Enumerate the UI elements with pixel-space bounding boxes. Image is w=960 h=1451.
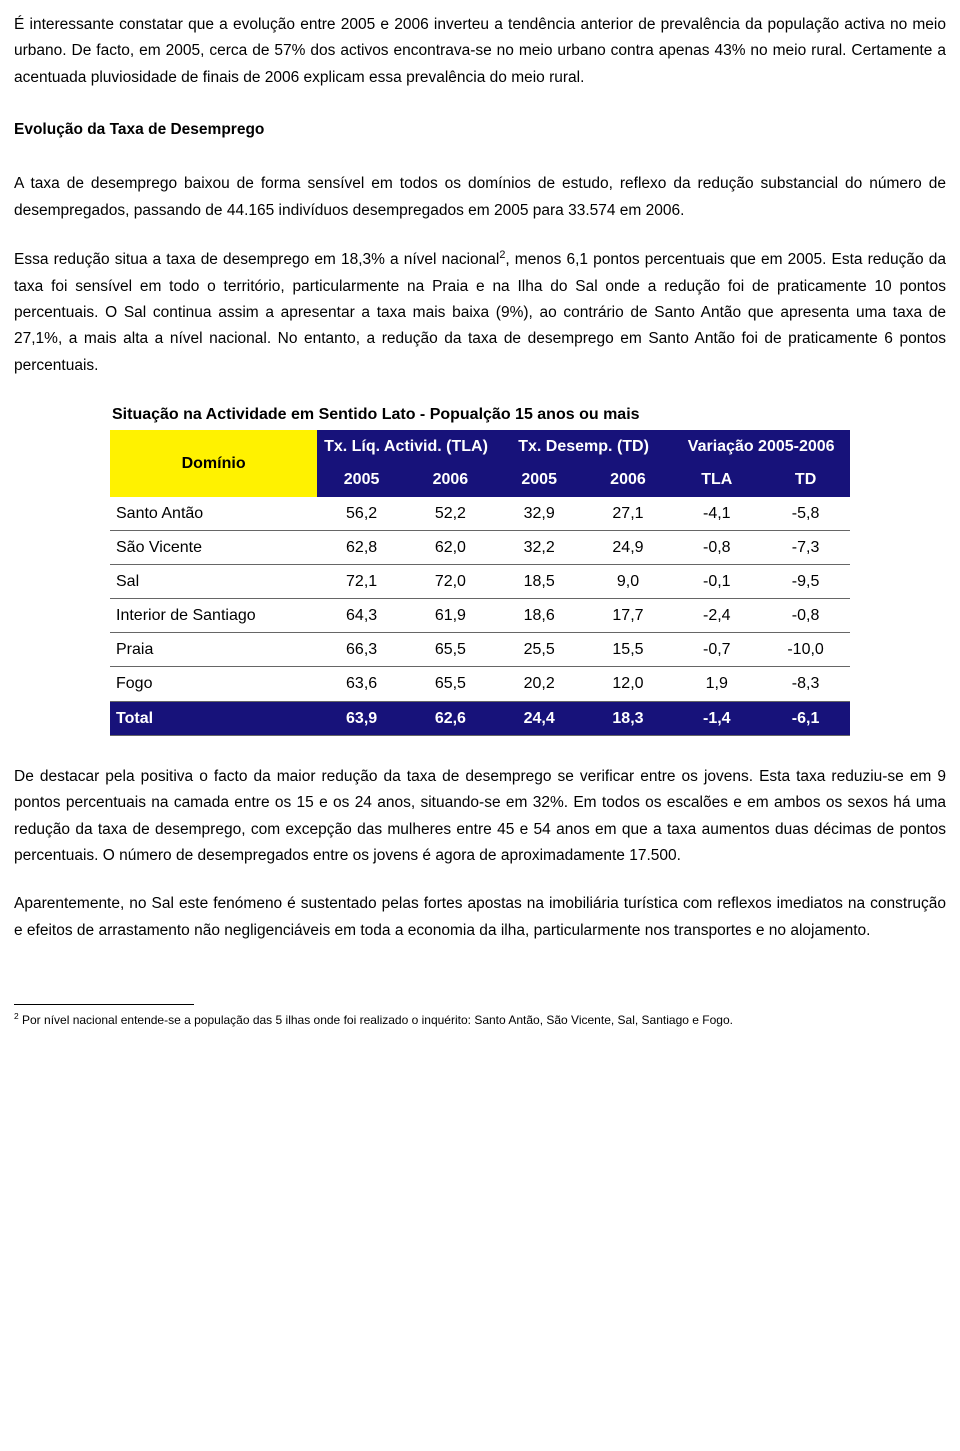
col-group-td: Tx. Desemp. (TD): [495, 430, 673, 463]
row-label: Fogo: [110, 667, 317, 701]
table-row: Praia66,365,525,515,5-0,7-10,0: [110, 633, 850, 667]
cell: -0,8: [761, 599, 850, 633]
cell: 20,2: [495, 667, 584, 701]
p3-part-b: , menos 6,1 pontos percentuais que em 20…: [14, 251, 946, 373]
sub-header: 2005: [317, 463, 406, 496]
paragraph-sal: Aparentemente, no Sal este fenómeno é su…: [14, 891, 946, 944]
p3-part-a: Essa redução situa a taxa de desemprego …: [14, 251, 499, 268]
cell: 72,1: [317, 564, 406, 598]
sub-header: TD: [761, 463, 850, 496]
table-row-total: Total63,962,624,418,3-1,4-6,1: [110, 701, 850, 735]
sub-header: 2006: [584, 463, 673, 496]
cell: 63,9: [317, 701, 406, 735]
row-label: São Vicente: [110, 530, 317, 564]
col-group-tla: Tx. Líq. Activid. (TLA): [317, 430, 495, 463]
sub-header: TLA: [672, 463, 761, 496]
cell: -2,4: [672, 599, 761, 633]
cell: 17,7: [584, 599, 673, 633]
col-group-variation: Variação 2005-2006: [672, 430, 850, 463]
paragraph-national-rate: Essa redução situa a taxa de desemprego …: [14, 246, 946, 379]
cell: 18,6: [495, 599, 584, 633]
table-row: Fogo63,665,520,212,01,9-8,3: [110, 667, 850, 701]
cell: 65,5: [406, 633, 495, 667]
footnote-2: 2 Por nível nacional entende-se a popula…: [14, 1011, 946, 1029]
table-container: Situação na Actividade em Sentido Lato -…: [110, 401, 850, 736]
footnote-text: Por nível nacional entende-se a populaçã…: [19, 1013, 733, 1027]
activity-table: Domínio Tx. Líq. Activid. (TLA) Tx. Dese…: [110, 430, 850, 736]
paragraph-unemployment-drop: A taxa de desemprego baixou de forma sen…: [14, 171, 946, 224]
table-row: Interior de Santiago64,361,918,617,7-2,4…: [110, 599, 850, 633]
cell: 25,5: [495, 633, 584, 667]
table-row: Santo Antão56,252,232,927,1-4,1-5,8: [110, 497, 850, 531]
cell: 65,5: [406, 667, 495, 701]
section-heading-unemployment: Evolução da Taxa de Desemprego: [14, 117, 946, 143]
sub-header: 2006: [406, 463, 495, 496]
cell: 24,4: [495, 701, 584, 735]
cell: 32,9: [495, 497, 584, 531]
cell: -4,1: [672, 497, 761, 531]
cell: -8,3: [761, 667, 850, 701]
row-label: Santo Antão: [110, 497, 317, 531]
cell: 66,3: [317, 633, 406, 667]
cell: 61,9: [406, 599, 495, 633]
cell: -6,1: [761, 701, 850, 735]
cell: 9,0: [584, 564, 673, 598]
cell: 15,5: [584, 633, 673, 667]
cell: 32,2: [495, 530, 584, 564]
cell: 56,2: [317, 497, 406, 531]
cell: 72,0: [406, 564, 495, 598]
cell: 62,8: [317, 530, 406, 564]
cell: 27,1: [584, 497, 673, 531]
cell: 62,0: [406, 530, 495, 564]
row-label: Praia: [110, 633, 317, 667]
cell: 12,0: [584, 667, 673, 701]
cell: -9,5: [761, 564, 850, 598]
row-label: Interior de Santiago: [110, 599, 317, 633]
paragraph-youth: De destacar pela positiva o facto da mai…: [14, 764, 946, 869]
cell: 63,6: [317, 667, 406, 701]
cell: -0,7: [672, 633, 761, 667]
cell: 24,9: [584, 530, 673, 564]
cell: -7,3: [761, 530, 850, 564]
cell: -1,4: [672, 701, 761, 735]
col-header-domain: Domínio: [110, 430, 317, 496]
table-row: Sal72,172,018,59,0-0,1-9,5: [110, 564, 850, 598]
cell: -0,1: [672, 564, 761, 598]
table-title: Situação na Actividade em Sentido Lato -…: [110, 401, 850, 428]
cell: -0,8: [672, 530, 761, 564]
cell: -10,0: [761, 633, 850, 667]
cell: 62,6: [406, 701, 495, 735]
cell: 18,5: [495, 564, 584, 598]
table-row: São Vicente62,862,032,224,9-0,8-7,3: [110, 530, 850, 564]
row-label: Sal: [110, 564, 317, 598]
footnote-separator: [14, 1004, 194, 1005]
paragraph-intro: É interessante constatar que a evolução …: [14, 12, 946, 91]
row-label: Total: [110, 701, 317, 735]
cell: 18,3: [584, 701, 673, 735]
sub-header: 2005: [495, 463, 584, 496]
cell: 52,2: [406, 497, 495, 531]
cell: 64,3: [317, 599, 406, 633]
cell: -5,8: [761, 497, 850, 531]
cell: 1,9: [672, 667, 761, 701]
